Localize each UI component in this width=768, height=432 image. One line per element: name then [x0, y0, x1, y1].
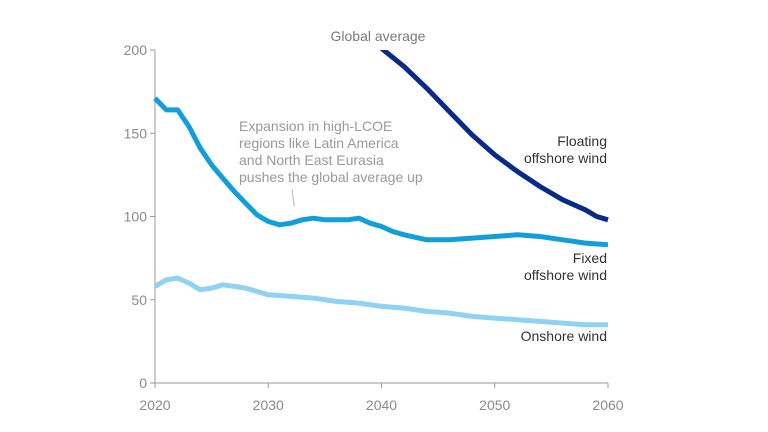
series-line-onshore-wind [153, 275, 608, 328]
series-label: Floating offshore wind [524, 133, 607, 166]
y-tick-label: 50 [131, 292, 147, 308]
series-line-fixed-offshore-wind [153, 96, 609, 248]
x-tick-label: 2020 [139, 397, 170, 413]
annotation: Expansion in high-LCOE regions like Latin… [239, 118, 423, 207]
x-tick-label: 2030 [253, 397, 284, 413]
y-tick-label: 0 [139, 375, 147, 391]
x-tick-label: 2040 [366, 397, 397, 413]
chart-title: Global average [331, 28, 426, 44]
series-label: Onshore wind [521, 328, 607, 344]
series-label: Fixed offshore wind [524, 250, 607, 283]
annotation-leader-line [291, 188, 295, 207]
y-tick-label: 100 [124, 209, 148, 225]
x-tick-label: 2050 [479, 397, 510, 413]
y-tick-label: 150 [124, 125, 148, 141]
series-layer [153, 50, 609, 328]
y-tick-label: 200 [124, 42, 148, 58]
axes: 0 50 100 150 200 2020 2030 2040 2050 2060 [124, 42, 624, 413]
annotation-text: Expansion in high-LCOE regions like Latin… [239, 118, 423, 185]
x-tick-label: 2060 [592, 397, 623, 413]
series-labels: Floating offshore wind Fixed offshore wind O… [521, 133, 607, 344]
series-line-floating-offshore-wind [379, 50, 609, 223]
